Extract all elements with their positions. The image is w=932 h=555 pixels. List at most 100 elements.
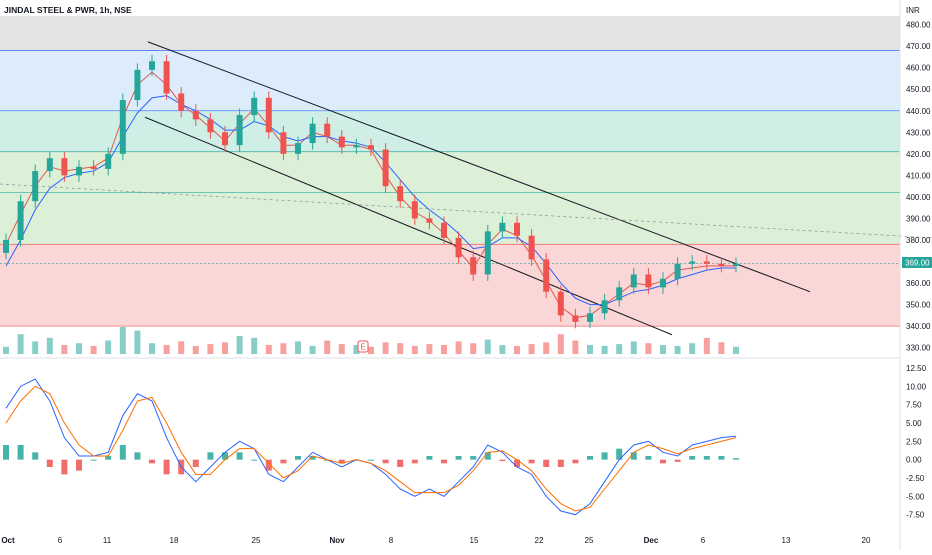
candle-body xyxy=(192,110,199,120)
volume-bar xyxy=(718,342,725,354)
volume-bar xyxy=(222,342,228,354)
candle-body xyxy=(280,132,287,154)
zone-0 xyxy=(0,16,900,51)
macd-histogram-bar xyxy=(192,459,199,467)
time-axis[interactable]: Oct 6 11 18 25 Nov 8 15 22 25 Dec 6 13 20 xyxy=(1,536,871,545)
price-tick-label: 340.00 xyxy=(906,322,931,331)
macd-tick-label: -5.00 xyxy=(906,492,925,501)
candle-body xyxy=(61,158,68,176)
macd-histogram-bar xyxy=(674,459,681,462)
candle-body xyxy=(441,222,447,238)
macd-histogram-bar xyxy=(338,459,345,464)
candle-body xyxy=(32,171,39,202)
price-tick-label: 450.00 xyxy=(906,85,931,94)
candle-body xyxy=(397,186,404,202)
macd-histogram-bar xyxy=(441,459,447,464)
zone-2 xyxy=(0,110,900,152)
volume-bar xyxy=(236,336,243,354)
volume-bar xyxy=(338,344,345,354)
volume-bar xyxy=(368,346,374,354)
volume-bar xyxy=(119,327,126,354)
candle-body xyxy=(601,300,608,314)
last-price-text: 369.00 xyxy=(905,259,930,268)
volume-bar xyxy=(733,346,739,354)
volume-bar xyxy=(178,341,185,354)
candle-body xyxy=(251,97,258,116)
macd-histogram-bar xyxy=(630,452,637,460)
macd-tick-label: -7.50 xyxy=(906,511,925,520)
macd-histogram-bar xyxy=(46,459,53,467)
volume-bar xyxy=(426,344,433,354)
last-price-badge: 369.00 xyxy=(902,257,932,268)
macd-histogram-bar xyxy=(309,456,316,460)
price-axis[interactable]: 480.00 470.00 460.00 450.00 440.00 430.00 420.… xyxy=(899,0,931,550)
candle-body xyxy=(338,136,345,148)
macd-histogram-bar xyxy=(119,445,126,460)
time-tick-label: 11 xyxy=(103,536,112,545)
time-tick-label: 25 xyxy=(252,536,261,545)
candle-body xyxy=(557,291,564,316)
candle-body xyxy=(105,153,112,169)
candle-body xyxy=(572,315,579,322)
volume-bar xyxy=(46,337,53,354)
candle-body xyxy=(499,222,506,232)
volume-bar xyxy=(630,341,637,354)
macd-histogram-bar xyxy=(236,452,243,460)
macd-histogram-bar xyxy=(572,459,579,464)
candle-body xyxy=(163,61,170,94)
volume-bar xyxy=(528,344,535,354)
candle-body xyxy=(178,93,185,111)
trendlines[interactable] xyxy=(0,41,932,336)
time-tick-label: 20 xyxy=(862,536,871,545)
time-tick-label: 15 xyxy=(470,536,479,545)
macd-histogram-bar xyxy=(149,459,155,464)
volume-bar xyxy=(484,339,491,354)
volume-bar xyxy=(32,341,39,354)
time-tick-label: 6 xyxy=(701,536,706,545)
macd-histogram-bar xyxy=(411,459,418,464)
price-tick-label: 460.00 xyxy=(906,64,931,73)
price-tick-label: 420.00 xyxy=(906,150,931,159)
macd-histogram-bar xyxy=(470,456,477,460)
volume-bar xyxy=(587,345,593,354)
signal-line xyxy=(5,385,737,512)
volume-bar xyxy=(192,345,199,354)
candle-body xyxy=(46,158,53,172)
macd-histogram-bar xyxy=(163,459,170,475)
candle-body xyxy=(207,119,214,133)
macd-histogram-bar xyxy=(76,459,82,471)
macd-histogram-bar xyxy=(733,458,739,460)
macd-histogram-bar xyxy=(397,459,404,467)
candle-body xyxy=(265,97,272,133)
volume-bar xyxy=(514,345,520,354)
volume-bar xyxy=(543,342,550,354)
macd-histogram-bar xyxy=(601,452,608,460)
channel-upper xyxy=(147,41,811,293)
volume-bar xyxy=(382,342,389,354)
macd-histogram-bar xyxy=(3,445,9,460)
candle-body xyxy=(149,61,155,70)
volume-bar xyxy=(17,334,24,354)
price-tick-label: 330.00 xyxy=(906,344,931,353)
earnings-marker[interactable]: E xyxy=(357,340,369,353)
candle-body xyxy=(3,240,9,253)
volume-bar xyxy=(76,343,82,354)
macd-tick-label: -2.50 xyxy=(906,474,925,483)
volume-bar xyxy=(280,343,287,354)
candle-body xyxy=(222,132,228,146)
channel-lower xyxy=(144,116,673,336)
price-tick-label: 410.00 xyxy=(906,171,931,180)
candle-body xyxy=(382,149,389,187)
candle-body xyxy=(514,222,520,236)
macd-histogram-bar xyxy=(265,459,272,471)
time-tick-label: 13 xyxy=(782,536,791,545)
volume-bar xyxy=(557,334,564,354)
candle-body xyxy=(411,201,418,219)
volume-bar xyxy=(90,345,97,354)
macd-histogram-bar xyxy=(616,448,623,460)
volume-bar xyxy=(616,344,623,354)
candle-body xyxy=(718,263,725,266)
macd-histogram-bar xyxy=(368,459,374,461)
